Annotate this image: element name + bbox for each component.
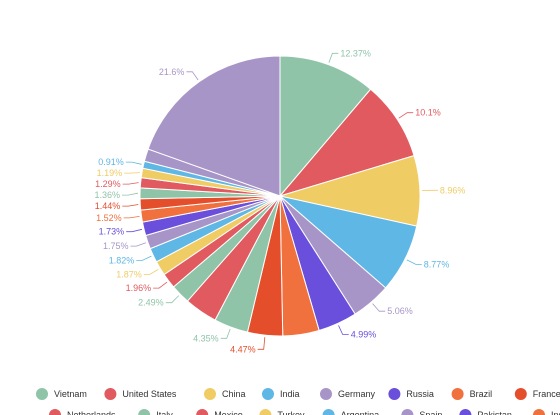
pie-label-leaders bbox=[122, 52, 438, 350]
legend-label-brazil[interactable]: Brazil bbox=[470, 389, 493, 399]
legend-label-germany[interactable]: Germany bbox=[338, 389, 376, 399]
pie-label-united-states: 10.1% bbox=[415, 108, 441, 118]
leader-line-ukraine bbox=[124, 172, 140, 174]
leader-line-pakistan bbox=[126, 228, 143, 233]
leader-line-poland bbox=[122, 182, 139, 185]
pie-label-iran: 4.35% bbox=[193, 333, 219, 343]
pie-label-mexico: 1.96% bbox=[126, 283, 152, 293]
pie-label-turkey: 1.87% bbox=[116, 269, 142, 279]
legend-marker-pakistan[interactable] bbox=[459, 409, 472, 415]
leader-line-france bbox=[257, 337, 266, 350]
legend-marker-france[interactable] bbox=[514, 388, 527, 400]
leader-line-russia bbox=[338, 325, 349, 335]
legend-marker-netherlands[interactable] bbox=[49, 409, 61, 415]
leader-line-indonesia bbox=[123, 216, 140, 219]
legend-marker-italy[interactable] bbox=[138, 409, 151, 415]
legend-label-italy[interactable]: Italy bbox=[156, 410, 173, 415]
legend-label-france[interactable]: France bbox=[533, 389, 560, 399]
pie-slice-uganda[interactable] bbox=[147, 55, 281, 197]
legend-marker-brazil[interactable] bbox=[451, 388, 464, 400]
legend-marker-spain[interactable] bbox=[401, 409, 414, 415]
pie-label-uganda: 21.6% bbox=[159, 67, 185, 77]
leader-line-mexico bbox=[153, 281, 168, 289]
legend-label-turkey[interactable]: Turkey bbox=[277, 410, 305, 415]
pie-label-france: 4.47% bbox=[230, 344, 256, 354]
leader-line-argentina bbox=[136, 255, 152, 261]
pie-slice-united-states[interactable] bbox=[278, 88, 415, 197]
pie-label-ukraine: 1.19% bbox=[97, 168, 123, 178]
legend-label-argentina[interactable]: Argentina bbox=[341, 410, 380, 415]
leader-line-italy bbox=[165, 295, 180, 304]
leader-line-germany bbox=[372, 303, 386, 312]
leader-line-thailand bbox=[122, 192, 139, 196]
legend-marker-mexico[interactable] bbox=[196, 409, 209, 415]
legend-label-china[interactable]: China bbox=[222, 389, 246, 399]
pie-labels: 12.37% 10.1% 8.96% 8.77% 5.06% 4.99% 4.47% 4.35… bbox=[94, 48, 465, 354]
pie-label-egypt: 0.91% bbox=[98, 157, 124, 167]
pie-label-poland: 1.29% bbox=[95, 179, 121, 189]
legend-label-indonesia[interactable]: Indonesia bbox=[551, 410, 560, 415]
pie-slices bbox=[139, 55, 421, 337]
pie-label-china: 8.96% bbox=[440, 185, 466, 195]
legend-label-russia[interactable]: Russia bbox=[406, 389, 434, 399]
leader-line-vietnam bbox=[328, 52, 339, 63]
legend-label-india[interactable]: India bbox=[280, 389, 300, 399]
legend-marker-united-states[interactable] bbox=[104, 388, 117, 400]
legend-marker-indonesia[interactable] bbox=[533, 409, 545, 415]
leader-line-uganda bbox=[186, 71, 199, 81]
pie-label-thailand: 1.36% bbox=[94, 190, 120, 200]
leader-line-spain bbox=[130, 242, 147, 247]
pie-label-spain: 1.75% bbox=[103, 241, 129, 251]
leader-line-turkey bbox=[143, 268, 159, 275]
pie-label-italy: 2.49% bbox=[138, 298, 164, 308]
pie-label-vietnam: 12.37% bbox=[340, 48, 371, 58]
leader-line-united-states bbox=[398, 112, 414, 119]
leader-line-japan bbox=[122, 204, 139, 207]
legend-marker-turkey[interactable] bbox=[259, 409, 272, 415]
legend-marker-vietnam[interactable] bbox=[36, 388, 48, 400]
leader-line-egypt bbox=[125, 161, 142, 165]
pie-label-germany: 5.06% bbox=[387, 306, 413, 316]
pie-label-russia: 4.99% bbox=[351, 330, 377, 340]
legend: Vietnam United States China India Germany Rus… bbox=[36, 388, 560, 415]
leader-line-india bbox=[406, 259, 422, 265]
legend-label-united-states[interactable]: United States bbox=[122, 389, 177, 399]
legend-label-mexico[interactable]: Mexico bbox=[214, 410, 243, 415]
pie-label-india: 8.77% bbox=[424, 259, 450, 269]
pie-label-pakistan: 1.73% bbox=[99, 227, 125, 237]
pie-label-japan: 1.44% bbox=[95, 201, 121, 211]
pie-label-argentina: 1.82% bbox=[109, 255, 135, 265]
pie-label-indonesia: 1.52% bbox=[96, 213, 122, 223]
legend-marker-india[interactable] bbox=[262, 388, 274, 400]
pie-slice-vietnam[interactable] bbox=[279, 55, 372, 198]
legend-marker-argentina[interactable] bbox=[322, 409, 335, 415]
legend-marker-russia[interactable] bbox=[388, 388, 401, 400]
legend-marker-china[interactable] bbox=[204, 388, 216, 400]
legend-label-netherlands[interactable]: Netherlands bbox=[67, 410, 116, 415]
leader-line-iran bbox=[220, 328, 231, 339]
legend-label-vietnam[interactable]: Vietnam bbox=[54, 389, 87, 399]
legend-label-spain[interactable]: Spain bbox=[419, 410, 442, 415]
legend-marker-germany[interactable] bbox=[320, 388, 332, 400]
legend-label-pakistan[interactable]: Pakistan bbox=[477, 410, 512, 415]
